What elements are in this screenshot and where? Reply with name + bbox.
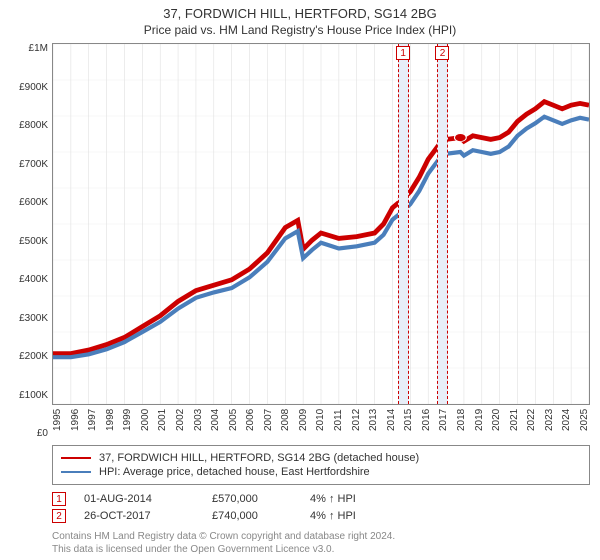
- x-tick-label: 2019: [474, 409, 485, 439]
- y-tick-label: £400K: [19, 274, 48, 285]
- sale-delta: 4% ↑ HPI: [310, 493, 356, 505]
- sale-band-label: 2: [435, 46, 449, 60]
- sale-row: 1 01-AUG-2014 £570,000 4% ↑ HPI: [52, 492, 590, 506]
- page-subtitle: Price paid vs. HM Land Registry's House …: [10, 23, 590, 37]
- x-tick-label: 2010: [315, 409, 326, 439]
- y-tick-label: £300K: [19, 313, 48, 324]
- x-tick-label: 2002: [175, 409, 186, 439]
- y-tick-label: £500K: [19, 236, 48, 247]
- x-tick-label: 1995: [52, 409, 63, 439]
- x-tick-label: 2018: [456, 409, 467, 439]
- y-tick-label: £900K: [19, 82, 48, 93]
- x-tick-label: 2016: [421, 409, 432, 439]
- x-tick-label: 2023: [544, 409, 555, 439]
- legend-swatch: [61, 457, 91, 459]
- legend-label: HPI: Average price, detached house, East…: [99, 466, 370, 478]
- x-tick-label: 2004: [210, 409, 221, 439]
- x-tick-label: 2009: [298, 409, 309, 439]
- y-tick-label: £200K: [19, 351, 48, 362]
- chart-area: £1M £900K £800K £700K £600K £500K £400K £300K £2…: [10, 43, 590, 439]
- sale-band: [437, 44, 448, 404]
- footer-line: Contains HM Land Registry data © Crown c…: [52, 530, 590, 543]
- title-block: 37, FORDWICH HILL, HERTFORD, SG14 2BG Pr…: [10, 6, 590, 37]
- x-tick-label: 1999: [122, 409, 133, 439]
- footer: Contains HM Land Registry data © Crown c…: [52, 530, 590, 556]
- page-root: 37, FORDWICH HILL, HERTFORD, SG14 2BG Pr…: [0, 0, 600, 560]
- y-tick-label: £600K: [19, 197, 48, 208]
- legend-item: 37, FORDWICH HILL, HERTFORD, SG14 2BG (d…: [61, 452, 581, 464]
- plot-wrap: 12 1995199619971998199920002001200220032…: [52, 43, 590, 439]
- x-tick-label: 2015: [403, 409, 414, 439]
- x-tick-label: 1997: [87, 409, 98, 439]
- x-tick-label: 1998: [105, 409, 116, 439]
- y-tick-label: £1M: [29, 43, 48, 54]
- x-tick-label: 2021: [509, 409, 520, 439]
- sale-price: £570,000: [212, 493, 292, 505]
- x-tick-label: 2013: [368, 409, 379, 439]
- y-axis: £1M £900K £800K £700K £600K £500K £400K £300K £2…: [10, 43, 52, 439]
- sale-date: 01-AUG-2014: [84, 493, 194, 505]
- x-tick-label: 2007: [263, 409, 274, 439]
- x-tick-label: 2005: [228, 409, 239, 439]
- x-axis: 1995 1996 1997 1998 1999 2000 2001 2002 2003 2004…: [52, 405, 590, 439]
- x-tick-label: 2012: [351, 409, 362, 439]
- y-tick-label: £700K: [19, 159, 48, 170]
- x-tick-label: 2025: [579, 409, 590, 439]
- sale-delta: 4% ↑ HPI: [310, 510, 356, 522]
- legend-item: HPI: Average price, detached house, East…: [61, 466, 581, 478]
- x-tick-label: 2022: [526, 409, 537, 439]
- legend: 37, FORDWICH HILL, HERTFORD, SG14 2BG (d…: [52, 445, 590, 485]
- sale-number-box: 2: [52, 509, 66, 523]
- y-tick-label: £100K: [19, 390, 48, 401]
- sale-date: 26-OCT-2017: [84, 510, 194, 522]
- sales-table: 1 01-AUG-2014 £570,000 4% ↑ HPI 2 26-OCT…: [52, 489, 590, 526]
- x-tick-label: 2011: [333, 409, 344, 439]
- sale-number-box: 1: [52, 492, 66, 506]
- x-tick-label: 2003: [193, 409, 204, 439]
- x-tick-label: 2020: [491, 409, 502, 439]
- legend-label: 37, FORDWICH HILL, HERTFORD, SG14 2BG (d…: [99, 452, 419, 464]
- footer-line: This data is licensed under the Open Gov…: [52, 543, 590, 556]
- x-tick-label: 2008: [280, 409, 291, 439]
- x-tick-label: 2000: [140, 409, 151, 439]
- x-tick-label: 2017: [438, 409, 449, 439]
- page-title: 37, FORDWICH HILL, HERTFORD, SG14 2BG: [10, 6, 590, 21]
- sale-price: £740,000: [212, 510, 292, 522]
- x-tick-label: 1996: [70, 409, 81, 439]
- x-tick-label: 2014: [386, 409, 397, 439]
- y-tick-label: £800K: [19, 120, 48, 131]
- x-tick-label: 2024: [561, 409, 572, 439]
- x-tick-label: 2001: [157, 409, 168, 439]
- sale-band-label: 1: [396, 46, 410, 60]
- x-tick-label: 2006: [245, 409, 256, 439]
- legend-swatch: [61, 471, 91, 473]
- sale-row: 2 26-OCT-2017 £740,000 4% ↑ HPI: [52, 509, 590, 523]
- plot: 12: [52, 43, 590, 405]
- sale-band: [398, 44, 409, 404]
- y-tick-label: £0: [37, 428, 48, 439]
